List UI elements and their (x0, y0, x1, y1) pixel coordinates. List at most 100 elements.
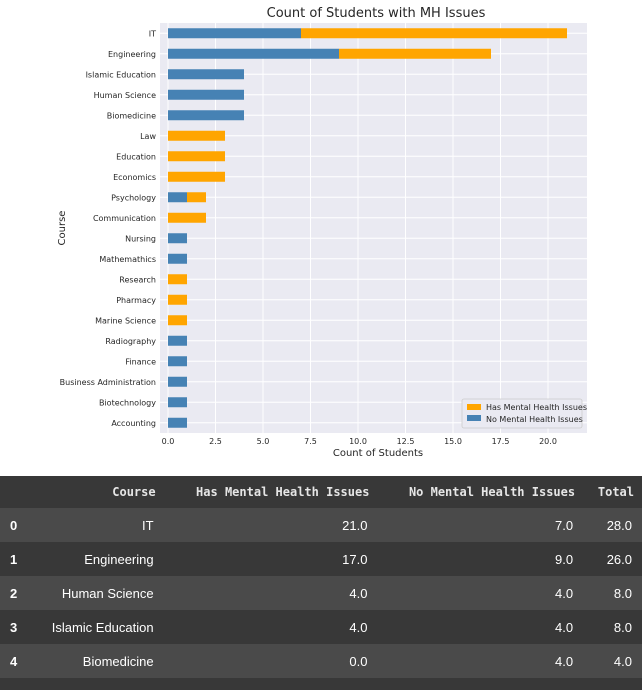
bar-has-mental-health-issues (168, 130, 225, 141)
bar-has-mental-health-issues (187, 192, 206, 203)
course-cell: Islamic Education (26, 610, 164, 644)
course-header: Course (26, 476, 164, 508)
x-axis-label: Count of Students (333, 448, 423, 459)
plot-area (160, 23, 587, 433)
x-tick-label: 10.0 (349, 437, 367, 446)
table-tail (0, 678, 642, 690)
total-cell: 26.0 (583, 542, 642, 576)
table-tail-cell (0, 678, 642, 690)
y-tick-label: IT (149, 29, 156, 38)
no-mh-cell: 4.0 (377, 610, 584, 644)
no-mh-cell: 4.0 (377, 644, 584, 678)
bar-has-mental-health-issues (168, 274, 187, 285)
bar-no-mental-health-issues (168, 89, 244, 100)
legend-swatch-no (467, 415, 481, 421)
x-tick-label: 7.5 (304, 437, 317, 446)
row-index: 0 (0, 508, 26, 542)
total-cell: 4.0 (583, 644, 642, 678)
y-axis-label: Course (57, 211, 68, 246)
y-tick-label: Human Science (94, 91, 156, 100)
bar-no-mental-health-issues (168, 376, 187, 387)
bar-no-mental-health-issues (168, 417, 187, 428)
total-cell: 8.0 (583, 610, 642, 644)
total-header: Total (583, 476, 642, 508)
has-mh-cell: 17.0 (163, 542, 378, 576)
y-tick-label: Research (119, 275, 156, 284)
x-tick-label: 20.0 (539, 437, 557, 446)
row-index: 3 (0, 610, 26, 644)
x-tick-label: 12.5 (397, 437, 415, 446)
bar-has-mental-health-issues (168, 212, 206, 223)
x-tick-label: 0.0 (162, 437, 175, 446)
x-tick-label: 5.0 (257, 437, 270, 446)
no-mh-header: No Mental Health Issues (377, 476, 584, 508)
bar-no-mental-health-issues (168, 28, 301, 39)
has-mh-header: Has Mental Health Issues (163, 476, 378, 508)
y-tick-labels: IT Engineering Islamic Education Human Scie… (60, 29, 157, 428)
y-tick-label: Accounting (111, 419, 156, 428)
y-tick-label: Nursing (125, 234, 156, 243)
data-table: Course Has Mental Health Issues No Menta… (0, 476, 642, 690)
bars (168, 28, 567, 428)
x-tick-labels: 0.0 2.5 5.0 7.5 10.0 12.5 15.0 17.5 20.0 (162, 437, 557, 446)
y-tick-label: Biotechnology (99, 398, 156, 407)
has-mh-cell: 21.0 (163, 508, 378, 542)
bar-no-mental-health-issues (168, 110, 244, 121)
bar-no-mental-health-issues (168, 356, 187, 367)
y-tick-label: Law (140, 132, 156, 141)
legend-label-no: No Mental Health Issues (486, 415, 583, 424)
row-index: 2 (0, 576, 26, 610)
table-row: 4 Biomedicine 0.0 4.0 4.0 (0, 644, 642, 678)
y-tick-label: Marine Science (95, 316, 156, 325)
legend-label-has: Has Mental Health Issues (486, 403, 587, 412)
course-cell: Biomedicine (26, 644, 164, 678)
table-row: 2 Human Science 4.0 4.0 8.0 (0, 576, 642, 610)
y-tick-label: Radiography (105, 337, 156, 346)
bar-no-mental-health-issues (168, 253, 187, 264)
has-mh-cell: 4.0 (163, 610, 378, 644)
bar-no-mental-health-issues (168, 48, 339, 59)
table-row: 3 Islamic Education 4.0 4.0 8.0 (0, 610, 642, 644)
course-cell: Engineering (26, 542, 164, 576)
x-tick-label: 2.5 (209, 437, 222, 446)
legend: Has Mental Health Issues No Mental Healt… (461, 398, 587, 429)
bar-has-mental-health-issues (168, 151, 225, 162)
bar-has-mental-health-issues (168, 315, 187, 326)
bar-no-mental-health-issues (168, 192, 187, 203)
y-tick-label: Mathemathics (99, 255, 156, 264)
bar-no-mental-health-issues (168, 233, 187, 244)
course-cell: Human Science (26, 576, 164, 610)
bar-no-mental-health-issues (168, 69, 244, 80)
y-tick-label: Psychology (111, 193, 156, 202)
x-tick-label: 15.0 (444, 437, 462, 446)
total-cell: 28.0 (583, 508, 642, 542)
x-tick-label: 17.5 (492, 437, 510, 446)
table-row: 1 Engineering 17.0 9.0 26.0 (0, 542, 642, 576)
stacked-bar-chart: IT Engineering Islamic Education Human Scie… (57, 6, 587, 459)
y-tick-label: Islamic Education (86, 70, 156, 79)
bar-has-mental-health-issues (168, 294, 187, 305)
no-mh-cell: 4.0 (377, 576, 584, 610)
bar-has-mental-health-issues (301, 28, 567, 39)
y-tick-label: Business Administration (60, 378, 156, 387)
y-tick-label: Engineering (108, 50, 156, 59)
y-tick-label: Pharmacy (116, 296, 156, 305)
y-tick-label: Finance (125, 357, 156, 366)
chart-title: Count of Students with MH Issues (267, 6, 486, 21)
bar-no-mental-health-issues (168, 397, 187, 408)
course-cell: IT (26, 508, 164, 542)
y-tick-label: Biomedicine (107, 111, 156, 120)
row-index: 1 (0, 542, 26, 576)
no-mh-cell: 9.0 (377, 542, 584, 576)
y-tick-label: Economics (113, 173, 156, 182)
bar-has-mental-health-issues (339, 48, 491, 59)
table-row: 0 IT 21.0 7.0 28.0 (0, 508, 642, 542)
legend-box (461, 398, 583, 429)
legend-swatch-has (467, 404, 481, 410)
bar-has-mental-health-issues (168, 171, 225, 182)
table-header-row: Course Has Mental Health Issues No Menta… (0, 476, 642, 508)
total-cell: 8.0 (583, 576, 642, 610)
y-tick-label: Communication (93, 214, 156, 223)
y-tick-label: Education (116, 152, 156, 161)
row-index: 4 (0, 644, 26, 678)
